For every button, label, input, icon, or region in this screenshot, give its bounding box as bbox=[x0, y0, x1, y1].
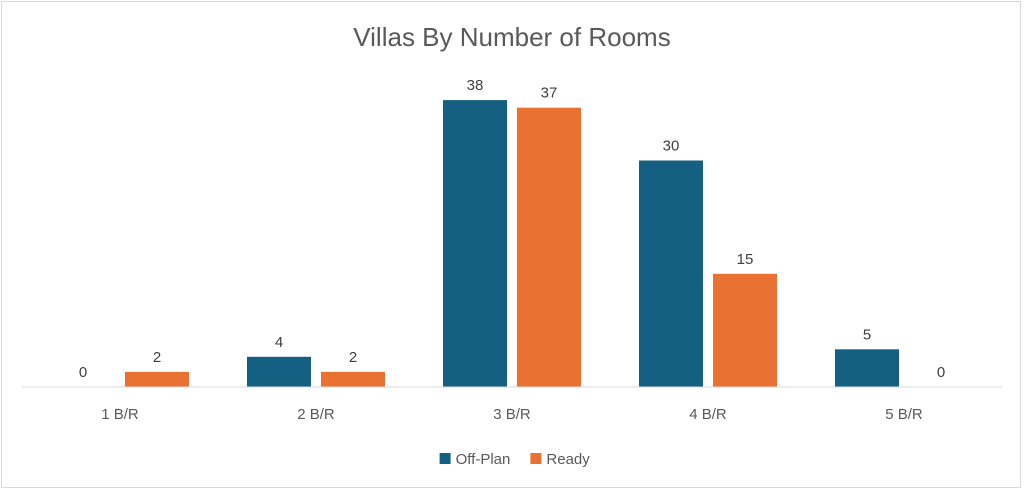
x-tick-label: 2 B/R bbox=[297, 406, 335, 423]
x-tick-label: 4 B/R bbox=[689, 406, 727, 423]
bar-off-plan-5-b-r bbox=[835, 349, 899, 388]
bar-ready-1-b-r bbox=[125, 371, 189, 387]
legend-swatch-off-plan bbox=[439, 453, 451, 464]
legend-label-ready: Ready bbox=[546, 451, 590, 468]
bar-off-plan-2-b-r bbox=[247, 356, 311, 387]
bar-off-plan-4-b-r bbox=[639, 160, 703, 387]
bars-group: 0 2 4 2 38 37 30 15 5 0 bbox=[79, 77, 945, 388]
bar-ready-4-b-r bbox=[713, 273, 777, 388]
x-tick-label: 3 B/R bbox=[493, 406, 531, 423]
data-label-off-plan-3-b-r: 38 bbox=[467, 77, 484, 94]
bar-ready-2-b-r bbox=[321, 371, 385, 387]
data-label-ready-4-b-r: 15 bbox=[737, 251, 754, 268]
chart-title: Villas By Number of Rooms bbox=[353, 22, 670, 52]
bar-off-plan-3-b-r bbox=[443, 100, 507, 387]
data-label-ready-3-b-r: 37 bbox=[541, 85, 558, 102]
legend-label-off-plan: Off-Plan bbox=[456, 451, 511, 468]
data-label-off-plan-1-b-r: 0 bbox=[79, 364, 87, 381]
legend-swatch-ready bbox=[530, 453, 542, 464]
bar-ready-3-b-r bbox=[517, 107, 581, 387]
x-tick-label: 1 B/R bbox=[101, 406, 139, 423]
legend: Off-Plan Ready bbox=[439, 451, 590, 468]
x-tick-label: 5 B/R bbox=[885, 406, 923, 423]
data-label-ready-5-b-r: 0 bbox=[937, 364, 945, 381]
data-label-ready-1-b-r: 2 bbox=[153, 349, 161, 366]
data-label-off-plan-5-b-r: 5 bbox=[863, 326, 871, 343]
x-tick-labels: 1 B/R 2 B/R 3 B/R 4 B/R 5 B/R bbox=[101, 406, 923, 423]
data-label-ready-2-b-r: 2 bbox=[349, 349, 357, 366]
data-label-off-plan-4-b-r: 30 bbox=[663, 138, 680, 155]
data-label-off-plan-2-b-r: 4 bbox=[275, 334, 283, 351]
